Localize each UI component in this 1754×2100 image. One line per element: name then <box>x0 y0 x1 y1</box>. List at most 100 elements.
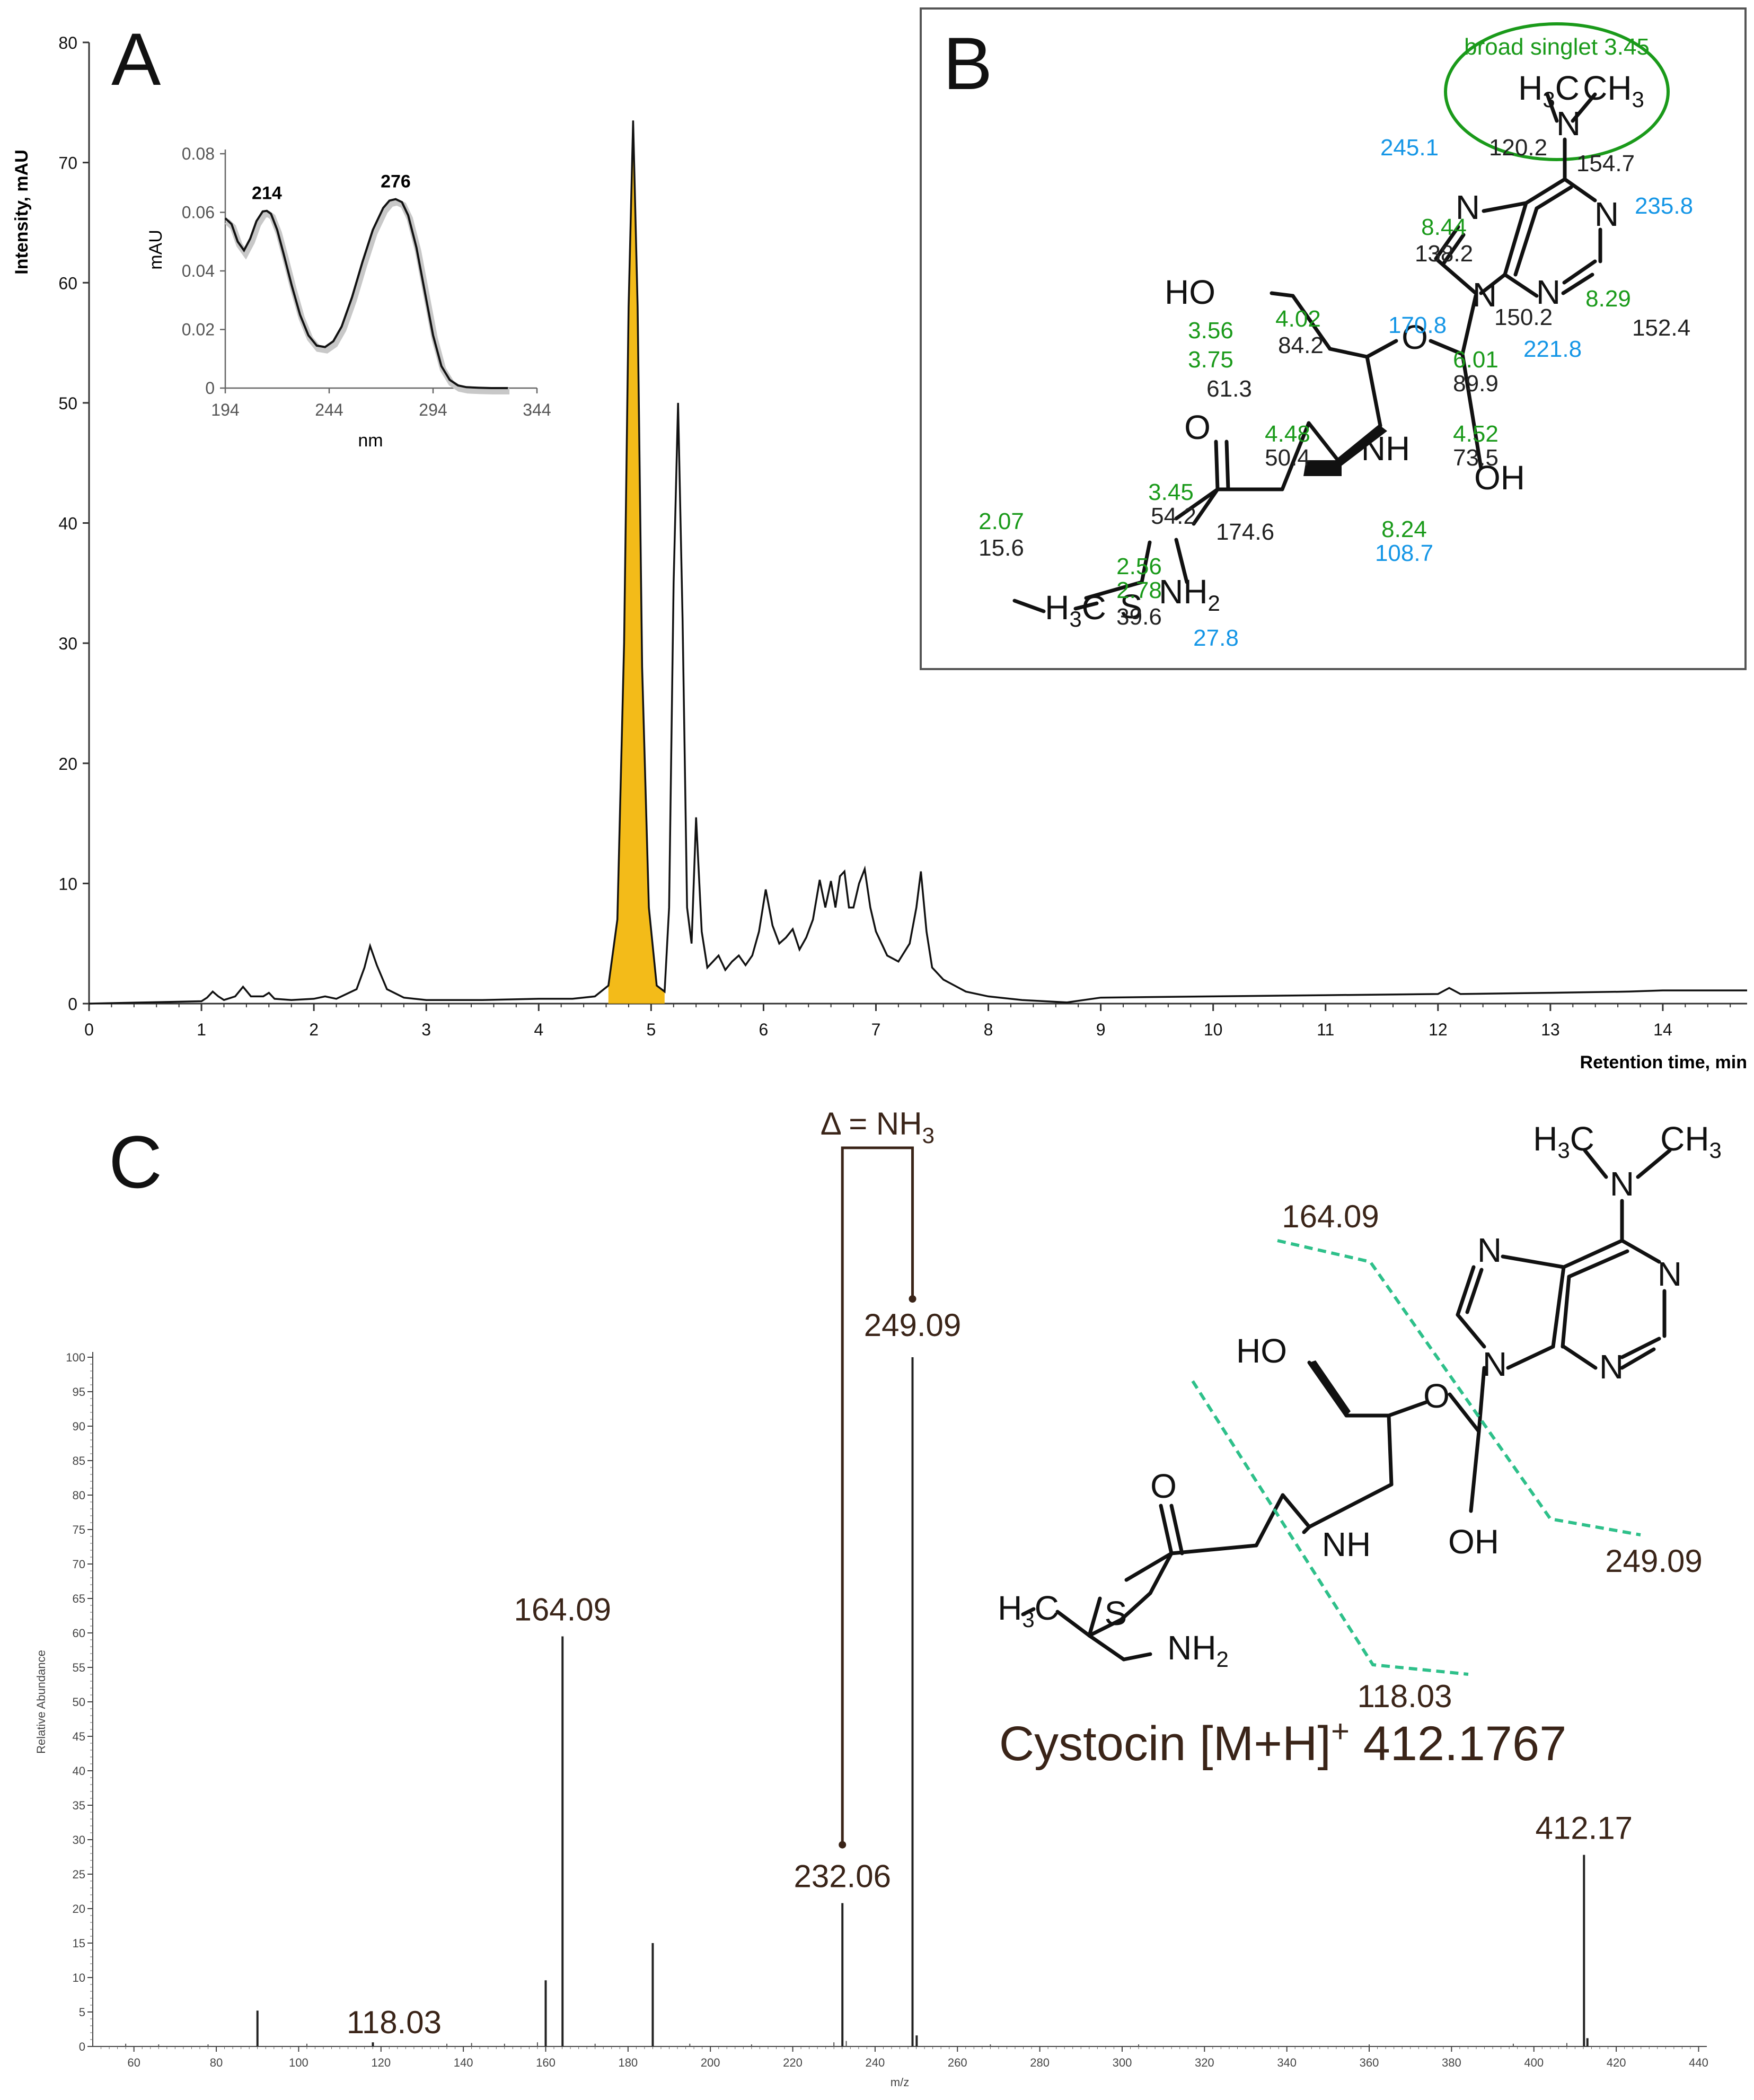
ms-x-tick-label: 420 <box>1607 2056 1626 2069</box>
uv-x-label: nm <box>358 430 383 451</box>
ms-y-label: Relative Abundance <box>34 1650 48 1754</box>
svg-text:N: N <box>1456 188 1480 226</box>
c-shift: 61.3 <box>1206 376 1252 402</box>
svg-text:H3C: H3C <box>1533 1120 1594 1163</box>
c-shift: 50.4 <box>1265 445 1310 471</box>
ms-x-tick-label: 120 <box>371 2056 391 2069</box>
x-tick-label: 1 <box>197 1020 206 1039</box>
h-shift: 3.75 <box>1188 347 1233 373</box>
ms-x-tick-label: 360 <box>1360 2056 1379 2069</box>
ms-x-tick-label: 240 <box>866 2056 885 2069</box>
svg-text:NH2: NH2 <box>1167 1629 1229 1672</box>
ms-y-tick-label: 80 <box>73 1489 85 1502</box>
ms-y-tick-label: 65 <box>73 1592 85 1605</box>
svg-text:N: N <box>1610 1165 1634 1203</box>
svg-text:HO: HO <box>1165 273 1215 311</box>
c-shift: 84.2 <box>1278 332 1324 358</box>
c-shift: 120.2 <box>1489 135 1547 161</box>
ms-x-tick-label: 300 <box>1113 2056 1132 2069</box>
h-shift: 6.01 <box>1453 347 1499 373</box>
ms-x-tick-label: 140 <box>454 2056 473 2069</box>
c-shift: 154.7 <box>1576 151 1635 177</box>
nmr-structure-box: B broad singlet 3.45 <box>920 7 1747 670</box>
uv-y-tick-label: 0.08 <box>182 144 215 163</box>
ms-y-tick-label: 70 <box>73 1558 85 1571</box>
ms-peak-label: 249.09 <box>864 1307 962 1343</box>
x-tick-label: 10 <box>1204 1020 1223 1039</box>
panel-label-a: A <box>111 17 161 101</box>
uv-peak-label-276: 276 <box>381 172 411 192</box>
oval-label: broad singlet 3.45 <box>1464 34 1650 60</box>
chromatogram-trace <box>89 120 1747 1005</box>
x-tick-label: 7 <box>871 1020 881 1039</box>
uv-trace <box>224 198 508 389</box>
ms-x-tick-label: 260 <box>948 2056 967 2069</box>
panel-label-c: C <box>109 1120 162 1203</box>
svg-text:S: S <box>1120 587 1143 626</box>
ms-y-tick-label: 50 <box>73 1695 85 1709</box>
c-shift: 73.5 <box>1453 445 1499 471</box>
ms-x-tick-label: 440 <box>1689 2056 1708 2069</box>
svg-text:HO: HO <box>1236 1332 1287 1370</box>
ms-y-tick-label: 5 <box>79 2006 85 2019</box>
n-shift: 245.1 <box>1380 135 1439 161</box>
y-tick-label: 60 <box>58 274 77 293</box>
wedge-bond <box>1338 426 1387 467</box>
ms-x-tick-label: 60 <box>127 2056 140 2069</box>
svg-text:CH3: CH3 <box>1583 69 1644 112</box>
highlighted-peak-fill <box>608 120 665 1004</box>
delta-bracket <box>839 1146 916 1849</box>
svg-text:H3C: H3C <box>1045 588 1106 631</box>
svg-text:O: O <box>1402 318 1428 356</box>
uv-y-tick-label: 0.06 <box>182 203 215 222</box>
ms-x-tick-label: 100 <box>289 2056 309 2069</box>
ms-axes: 0 5 10 15 20 25 30 35 40 45 50 55 60 65 70 75 80 85 90 95 10… <box>66 1351 1708 2069</box>
x-tick-label: 12 <box>1429 1020 1448 1039</box>
panel-label-b: B <box>943 22 992 105</box>
uv-inset-axes: 0 0.02 0.04 0.06 0.08 194 244 294 344 <box>182 144 551 419</box>
delta-bracket-line <box>841 1146 914 1845</box>
h-shift: 2.56 <box>1116 553 1162 579</box>
ms-y-tick-label: 100 <box>66 1351 85 1364</box>
svg-text:OH: OH <box>1474 459 1525 497</box>
ms-peak-label: 164.09 <box>514 1592 611 1628</box>
uv-x-tick-label: 194 <box>211 400 239 419</box>
h-shift: 4.48 <box>1265 421 1310 447</box>
fragment-structure-atoms: H3C N CH3 N N N N O HO O NH OH H3C S NH2 <box>998 1120 1722 1672</box>
ms-peak-label: 412.17 <box>1536 1811 1633 1846</box>
nmr-structure: B broad singlet 3.45 <box>943 22 1693 651</box>
svg-text:NH: NH <box>1322 1525 1371 1563</box>
y-tick-label: 10 <box>58 874 77 893</box>
uv-x-tick-label: 294 <box>419 400 447 419</box>
x-tick-label: 6 <box>759 1020 769 1039</box>
fragment-label: 249.09 <box>1605 1543 1703 1579</box>
svg-text:N: N <box>1658 1255 1682 1293</box>
x-tick-label: 8 <box>984 1020 993 1039</box>
n-shift: 235.8 <box>1635 193 1693 219</box>
svg-text:O: O <box>1150 1467 1177 1505</box>
bold-ring-bond <box>1303 460 1342 476</box>
structure-atoms: H3C N CH3 N N N N O HO O NH OH H3C S NH2 <box>1045 69 1644 631</box>
uv-y-label: mAU <box>146 230 166 270</box>
nmr-shift-labels: 245.1 235.8 170.8 221.8 108.7 27.8 8.44 … <box>979 135 1693 651</box>
x-tick-label: 4 <box>534 1020 543 1039</box>
svg-text:N: N <box>1473 276 1497 314</box>
ms-y-tick-label: 10 <box>73 1971 85 1984</box>
svg-text:OH: OH <box>1448 1523 1499 1561</box>
svg-text:H3C: H3C <box>998 1589 1059 1632</box>
fragment-cut-lines <box>1191 1239 1641 1676</box>
x-tick-label: 13 <box>1541 1020 1560 1039</box>
c-shift: 152.4 <box>1632 315 1690 341</box>
ms-x-tick-label: 380 <box>1442 2056 1461 2069</box>
ms-x-tick-label: 160 <box>536 2056 556 2069</box>
svg-text:N: N <box>1556 104 1581 143</box>
ms-panel: C 0 5 10 15 20 25 30 35 40 45 50 55 60 65 70 75 80 85 90 95… <box>34 1106 1722 2089</box>
uv-peak-label-214: 214 <box>252 183 282 204</box>
svg-text:N: N <box>1594 195 1619 233</box>
svg-text:O: O <box>1423 1377 1450 1415</box>
compound-title: Cystocin [M+H]+ 412.1767 <box>999 1714 1567 1771</box>
h-shift: 2.07 <box>979 508 1024 534</box>
c-shift: 54.2 <box>1151 503 1196 529</box>
ms-x-tick-label: 320 <box>1195 2056 1214 2069</box>
c-shift: 174.6 <box>1216 519 1274 545</box>
